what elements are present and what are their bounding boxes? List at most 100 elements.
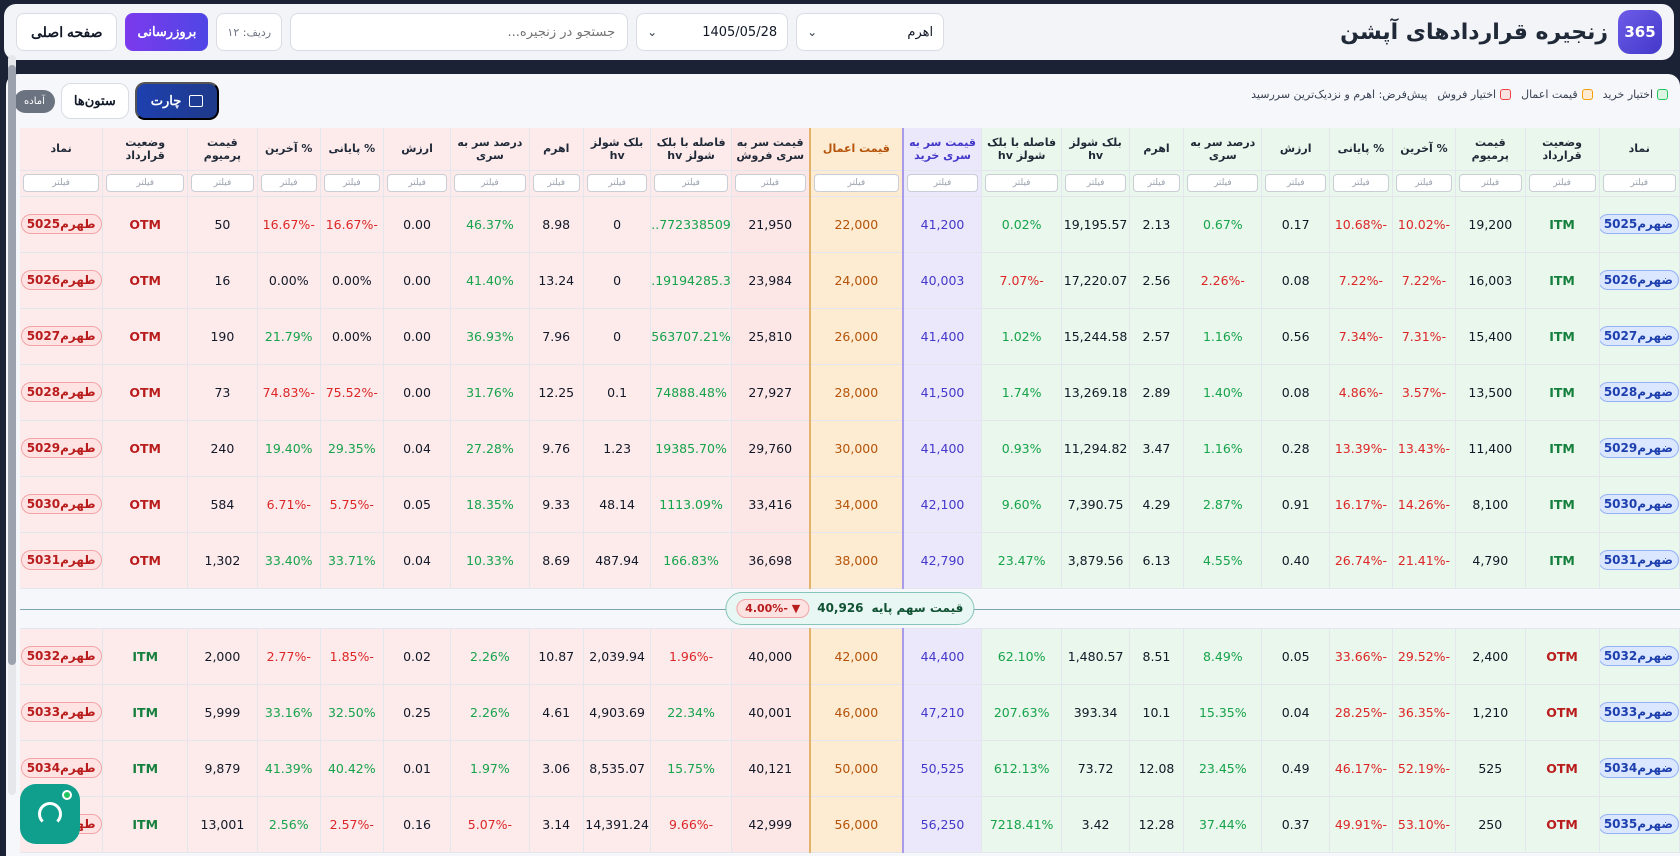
chart-icon	[189, 95, 204, 107]
table-row[interactable]: ضهرم5031 ITM 4,790 -21.41% -26.74% 0.40 4.55% 6…	[20, 532, 1680, 589]
put-symbol-badge[interactable]: طهرم5027	[20, 326, 102, 346]
table-cell: 2.89	[1129, 364, 1185, 421]
column-filter-input[interactable]: فیلتر	[813, 174, 900, 192]
expiry-date-select[interactable]: 1405/05/28 ⌄	[636, 13, 789, 51]
column-filter-input[interactable]: فیلتر	[1132, 174, 1181, 192]
column-header[interactable]: نماد	[1599, 128, 1680, 171]
call-symbol-badge[interactable]: ضهرم5033	[1599, 702, 1679, 722]
column-header[interactable]: ارزش	[383, 128, 452, 171]
column-filter-cell: فیلتر	[1061, 170, 1130, 197]
underlying-select[interactable]: اهرم ⌄	[796, 13, 945, 51]
put-symbol-badge[interactable]: طهرم5032	[20, 646, 102, 666]
column-header[interactable]: وضعیت قرارداد	[102, 128, 189, 171]
column-header[interactable]: وضعیت قرارداد	[1525, 128, 1600, 171]
call-symbol-badge[interactable]: ضهرم5027	[1599, 326, 1679, 346]
call-symbol-badge[interactable]: ضهرم5032	[1599, 646, 1679, 666]
column-header[interactable]: نماد	[20, 128, 104, 171]
column-filter-input[interactable]: فیلتر	[1065, 174, 1126, 192]
scrollbar-thumb[interactable]	[8, 65, 16, 665]
table-row[interactable]: ضهرم5027 ITM 15,400 -7.31% -7.34% 0.56 1.16% 2.…	[20, 308, 1680, 365]
column-filter-input[interactable]: فیلتر	[654, 174, 728, 192]
table-row[interactable]: ضهرم5025 ITM 19,200 -10.02% -10.68% 0.17 0.67%…	[20, 196, 1680, 253]
put-symbol-badge[interactable]: طهرم5033	[20, 702, 102, 722]
column-header[interactable]: قیمت پرمیوم	[187, 128, 258, 171]
put-symbol-badge[interactable]: طهرم5029	[20, 438, 102, 458]
table-row[interactable]: ضهرم5028 ITM 13,500 -3.57% -4.86% 0.08 1.40% 2.…	[20, 364, 1680, 421]
table-row[interactable]: ضهرم5029 ITM 11,400 -13.43% -13.39% 0.28 1.16%…	[20, 420, 1680, 477]
column-header[interactable]: % آخرین	[1392, 128, 1457, 171]
column-filter-input[interactable]: فیلتر	[1528, 174, 1596, 192]
column-filter-input[interactable]: فیلتر	[1332, 174, 1389, 192]
column-filter-input[interactable]: فیلتر	[1459, 174, 1522, 192]
table-row[interactable]: ضهرم5033 OTM 1,210 -36.35% -28.25% 0.04 15.35%…	[20, 684, 1680, 741]
column-header[interactable]: بلک شولز hv	[583, 128, 652, 171]
table-cell: 584	[187, 476, 258, 533]
table-row[interactable]: ضهرم5035 OTM 250 -53.10% -49.91% 0.37 37.44% 12…	[20, 796, 1680, 853]
chart-button[interactable]: چارت	[134, 82, 220, 120]
column-header[interactable]: اهرم	[529, 128, 584, 171]
column-header[interactable]: فاصله با بلک شولز hv	[650, 128, 732, 171]
table-cell: -53.10%	[1392, 796, 1457, 853]
call-symbol-badge[interactable]: ضهرم5034	[1599, 758, 1679, 778]
call-symbol-badge[interactable]: ضهرم5035	[1599, 814, 1679, 834]
column-header[interactable]: درصد سر به سری	[450, 128, 530, 171]
refresh-button[interactable]: بروزرسانی	[125, 13, 209, 51]
column-header[interactable]: ارزش	[1261, 128, 1330, 171]
column-filter-input[interactable]: فیلتر	[1602, 174, 1676, 192]
put-symbol-badge[interactable]: طهرم5028	[20, 382, 102, 402]
support-chat-button[interactable]	[20, 784, 80, 844]
table-row[interactable]: ضهرم5032 OTM 2,400 -29.52% -33.66% 0.05 8.49% 8…	[20, 628, 1680, 685]
column-filter-input[interactable]: فیلتر	[1395, 174, 1452, 192]
underlying-price-value: 40,926	[817, 601, 864, 615]
column-filter-input[interactable]: فیلتر	[984, 174, 1059, 192]
put-symbol-badge[interactable]: طهرم5025	[20, 214, 102, 234]
put-symbol-badge[interactable]: طهرم5034	[20, 758, 102, 778]
table-cell: 31.76%	[450, 364, 530, 421]
column-filter-input[interactable]: فیلتر	[323, 174, 380, 192]
table-cell: -5.07%	[450, 796, 530, 853]
column-filter-input[interactable]: فیلتر	[386, 174, 448, 192]
table-cell: -7.07%	[981, 252, 1063, 309]
search-input[interactable]	[290, 13, 629, 51]
column-filter-input[interactable]: فیلتر	[260, 174, 317, 192]
home-button[interactable]: صفحه اصلی	[16, 13, 118, 51]
table-row[interactable]: ضهرم5034 OTM 525 -52.19% -46.17% 0.49 23.45% 12…	[20, 740, 1680, 797]
column-header[interactable]: اهرم	[1129, 128, 1185, 171]
column-header[interactable]: % پایانی	[320, 128, 384, 171]
legend-sell-swatch	[1500, 89, 1512, 100]
column-header[interactable]: % پایانی	[1329, 128, 1393, 171]
column-filter-input[interactable]: فیلتر	[532, 174, 580, 192]
column-filter-input[interactable]: فیلتر	[454, 174, 526, 192]
table-row[interactable]: ضهرم5030 ITM 8,100 -14.26% -16.17% 0.91 2.87% 4…	[20, 476, 1680, 533]
call-symbol-badge[interactable]: ضهرم5028	[1599, 382, 1679, 402]
column-header[interactable]: قیمت اعمال	[808, 128, 905, 171]
column-filter-input[interactable]: فیلتر	[734, 174, 806, 192]
call-symbol-badge[interactable]: ضهرم5026	[1599, 270, 1679, 290]
put-symbol-badge[interactable]: طهرم5031	[20, 550, 102, 570]
column-filter-input[interactable]: فیلتر	[23, 174, 100, 192]
column-filter-input[interactable]: فیلتر	[1265, 174, 1326, 192]
table-row[interactable]: ضهرم5026 ITM 16,003 -7.22% -7.22% 0.08 -2.26% 2…	[20, 252, 1680, 309]
table-cell: 9.60%	[981, 476, 1063, 533]
put-symbol-badge[interactable]: طهرم5030	[20, 494, 102, 514]
column-filter-input[interactable]: فیلتر	[1187, 174, 1259, 192]
call-symbol-badge[interactable]: ضهرم5030	[1599, 494, 1679, 514]
column-filter-input[interactable]: فیلتر	[191, 174, 254, 192]
column-header[interactable]: قیمت سر به سری فروش	[731, 128, 811, 171]
column-header[interactable]: قیمت سر به سری خرید	[902, 128, 982, 171]
column-header[interactable]: درصد سر به سری	[1183, 128, 1263, 171]
column-header[interactable]: قیمت پرمیوم	[1455, 128, 1526, 171]
column-filter-input[interactable]: فیلتر	[106, 174, 185, 192]
call-symbol-badge[interactable]: ضهرم5025	[1599, 214, 1679, 234]
put-symbol-badge[interactable]: طهرم5026	[20, 270, 102, 290]
columns-button[interactable]: ستون‌ها	[60, 83, 129, 119]
column-header[interactable]: بلک شولز hv	[1061, 128, 1130, 171]
column-header[interactable]: فاصله با بلک شولز hv	[981, 128, 1063, 171]
call-symbol-badge[interactable]: ضهرم5029	[1599, 438, 1679, 458]
call-symbol-badge[interactable]: ضهرم5031	[1599, 550, 1679, 570]
vertical-scrollbar[interactable]	[8, 55, 16, 795]
table-cell: 1.40%	[1183, 364, 1263, 421]
column-header[interactable]: % آخرین	[257, 128, 321, 171]
column-filter-input[interactable]: فیلتر	[586, 174, 648, 192]
column-filter-input[interactable]: فیلتر	[907, 174, 978, 192]
